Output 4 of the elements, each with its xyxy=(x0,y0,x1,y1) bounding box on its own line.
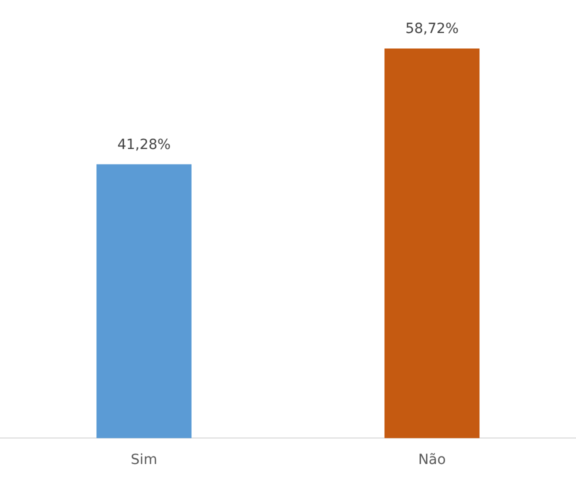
x-tick-label: Sim xyxy=(130,452,158,468)
data-label: 41,28% xyxy=(117,136,171,153)
x-tick-label: Não xyxy=(418,452,446,468)
data-label: 58,72% xyxy=(405,21,459,38)
